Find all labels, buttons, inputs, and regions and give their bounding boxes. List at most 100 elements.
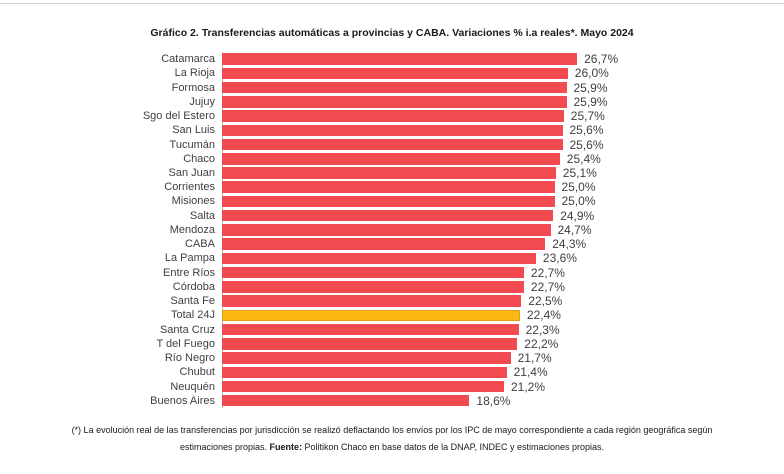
bar-track: 24,9% bbox=[222, 208, 784, 223]
bar bbox=[222, 53, 578, 65]
value-label: 22,7% bbox=[530, 265, 565, 280]
bar bbox=[222, 323, 519, 336]
value-label: 25,0% bbox=[561, 194, 596, 209]
value-label: 26,0% bbox=[574, 66, 609, 81]
category-label: CABA bbox=[185, 238, 215, 251]
bar bbox=[222, 153, 560, 165]
category-label: Sgo del Estero bbox=[142, 110, 215, 123]
bar-track: 26,7% bbox=[222, 52, 784, 67]
bar bbox=[222, 352, 511, 364]
source-text: Politikon Chaco en base datos de la DNAP… bbox=[302, 442, 605, 453]
value-label: 24,7% bbox=[557, 222, 592, 237]
category-label: Formosa bbox=[171, 81, 215, 94]
bar-track: 22,4% bbox=[222, 308, 784, 323]
chart-title: Gráfico 2. Transferencias automáticas a … bbox=[150, 27, 634, 39]
value-label: 24,9% bbox=[560, 208, 595, 223]
bar-track: 25,9% bbox=[222, 94, 784, 109]
bar-row: Tucumán 25,6% bbox=[0, 137, 784, 152]
bar-row: San Juan 25,1% bbox=[0, 165, 784, 181]
category-label: Chaco bbox=[183, 152, 215, 165]
bar-track: 25,6% bbox=[222, 137, 784, 152]
bar-row: Río Negro 21,7% bbox=[0, 350, 784, 366]
category-label: Misiones bbox=[171, 195, 215, 208]
bar bbox=[222, 181, 555, 193]
bar bbox=[222, 252, 536, 265]
source-label: Fuente: bbox=[269, 442, 303, 453]
bar-track: 22,7% bbox=[222, 279, 784, 294]
bar-track: 25,0% bbox=[222, 194, 784, 209]
footnote-text: (*) La evolución real de las transferenc… bbox=[71, 424, 713, 453]
bar bbox=[222, 96, 567, 108]
category-label: Santa Cruz bbox=[159, 323, 215, 336]
value-label: 25,1% bbox=[562, 165, 597, 180]
value-label: 22,7% bbox=[530, 279, 565, 294]
category-label: Entre Ríos bbox=[163, 266, 215, 279]
value-label: 26,7% bbox=[584, 52, 619, 67]
bar-row: Chaco 25,4% bbox=[0, 151, 784, 166]
value-label: 23,6% bbox=[542, 251, 577, 266]
bar bbox=[222, 380, 504, 393]
bar-row: Santa Fe 22,5% bbox=[0, 293, 784, 309]
category-label: La Rioja bbox=[174, 67, 215, 80]
category-label: Buenos Aires bbox=[150, 394, 215, 407]
category-label: Tucumán bbox=[169, 138, 215, 151]
bar bbox=[222, 394, 470, 407]
bar bbox=[222, 266, 524, 279]
bar-track: 25,9% bbox=[222, 80, 784, 95]
value-label: 25,7% bbox=[570, 109, 605, 124]
bar-track: 23,6% bbox=[222, 251, 784, 266]
bar bbox=[222, 295, 522, 307]
bar-track: 25,0% bbox=[222, 180, 784, 195]
bar-track: 21,4% bbox=[222, 365, 784, 380]
category-label: Mendoza bbox=[169, 223, 215, 236]
bar-row: San Luis 25,6% bbox=[0, 123, 784, 138]
value-label: 21,2% bbox=[511, 379, 546, 394]
bar bbox=[222, 366, 507, 379]
value-label: 24,3% bbox=[552, 237, 587, 252]
bar bbox=[222, 110, 564, 122]
bar-row: Sgo del Estero 25,7% bbox=[0, 108, 784, 124]
value-label: 22,5% bbox=[528, 294, 563, 309]
bar-row: La Pampa 23,6% bbox=[0, 251, 784, 266]
bar-track: 18,6% bbox=[222, 393, 784, 408]
category-label: San Luis bbox=[172, 124, 215, 137]
bar-track: 26,0% bbox=[222, 66, 784, 81]
bar-row: Formosa 25,9% bbox=[0, 80, 784, 95]
category-label: Corrientes bbox=[164, 181, 215, 194]
bar-row: Catamarca 26,7% bbox=[0, 52, 784, 67]
bar-track: 25,7% bbox=[222, 108, 784, 124]
bar bbox=[222, 124, 563, 137]
bar-row: Misiones 25,0% bbox=[0, 194, 784, 209]
highlight-bar bbox=[222, 309, 520, 322]
bar-row: Corrientes 25,0% bbox=[0, 180, 784, 195]
bar bbox=[222, 138, 563, 151]
bar-row: Jujuy 25,9% bbox=[0, 94, 784, 109]
bar-row: Salta 24,9% bbox=[0, 208, 784, 223]
value-label: 22,2% bbox=[524, 336, 559, 351]
bar-track: 25,4% bbox=[222, 151, 784, 166]
bar bbox=[222, 209, 554, 222]
category-label: Córdoba bbox=[172, 280, 215, 293]
bar-row: Mendoza 24,7% bbox=[0, 222, 784, 238]
bar-track: 25,6% bbox=[222, 123, 784, 138]
value-label: 25,6% bbox=[569, 137, 604, 152]
value-label: 18,6% bbox=[476, 393, 511, 408]
bar-row: Chubut 21,4% bbox=[0, 365, 784, 380]
category-label: Neuquén bbox=[170, 380, 215, 393]
value-label: 25,4% bbox=[566, 151, 601, 166]
bar bbox=[222, 67, 568, 80]
bar bbox=[222, 338, 518, 350]
category-label: Santa Fe bbox=[170, 295, 215, 308]
bar-row: La Rioja 26,0% bbox=[0, 66, 784, 81]
bar-row: Neuquén 21,2% bbox=[0, 379, 784, 394]
bar-row: Entre Ríos 22,7% bbox=[0, 265, 784, 280]
bar bbox=[222, 195, 555, 208]
bar-row: Córdoba 22,7% bbox=[0, 279, 784, 294]
value-label: 25,0% bbox=[561, 180, 596, 195]
bar-track: 22,2% bbox=[222, 336, 784, 351]
bar-row: T del Fuego 22,2% bbox=[0, 336, 784, 351]
value-label: 25,9% bbox=[573, 94, 608, 109]
bar-track: 22,3% bbox=[222, 322, 784, 337]
value-label: 25,9% bbox=[573, 80, 608, 95]
